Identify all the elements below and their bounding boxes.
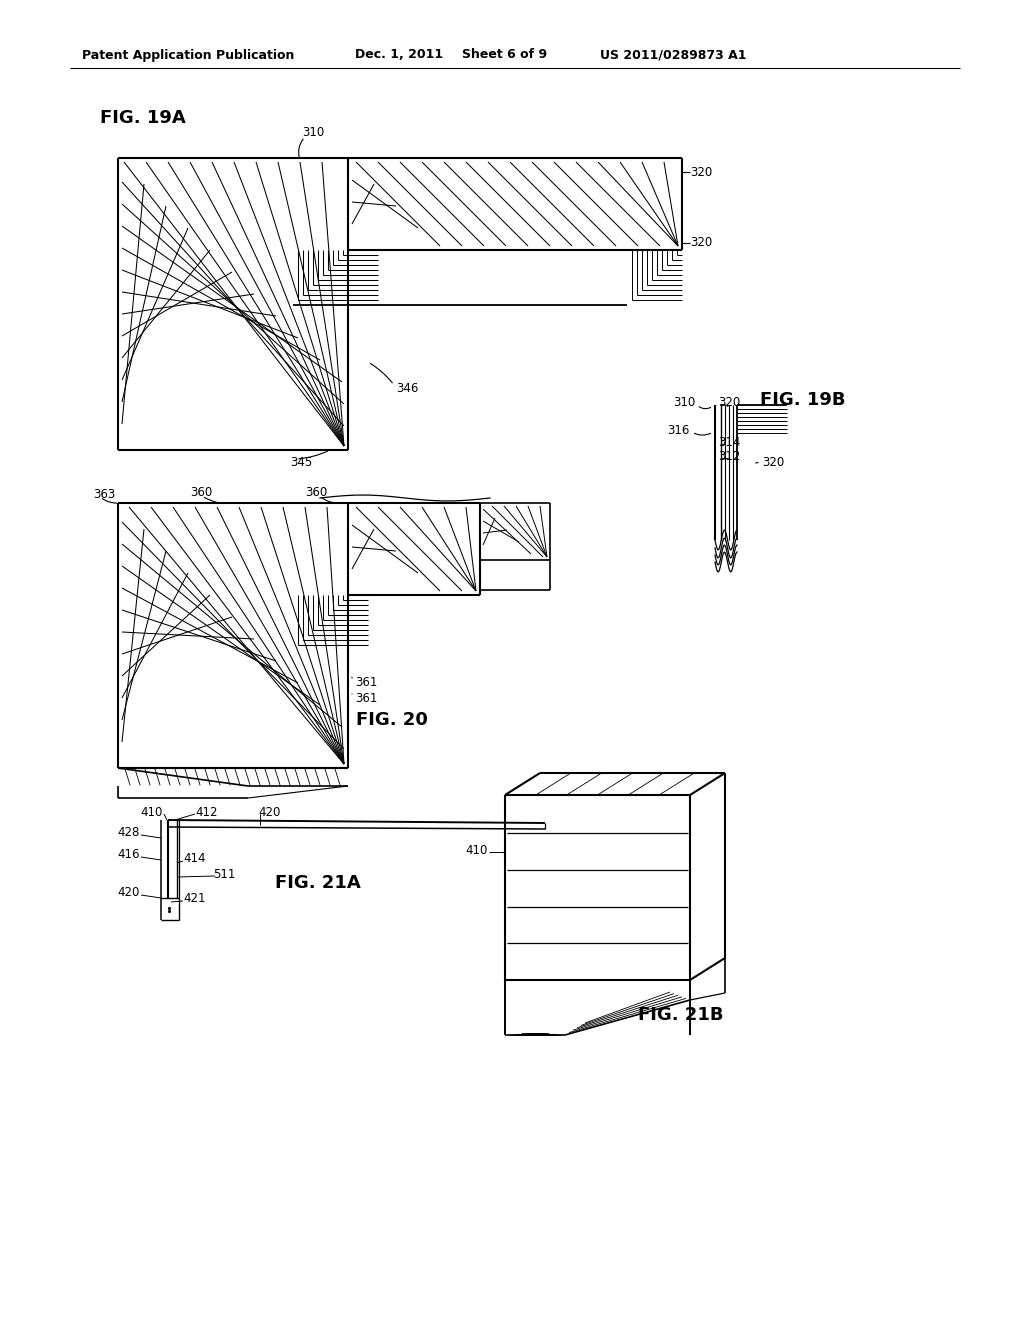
- Text: 420: 420: [118, 887, 140, 899]
- Text: 360: 360: [305, 486, 328, 499]
- Text: 410: 410: [466, 843, 488, 857]
- Text: 428: 428: [118, 826, 140, 840]
- Text: 361: 361: [355, 676, 378, 689]
- Text: 310: 310: [673, 396, 695, 409]
- Text: 363: 363: [93, 487, 116, 500]
- Text: 320: 320: [762, 455, 784, 469]
- Text: FIG. 19A: FIG. 19A: [100, 110, 185, 127]
- Text: Sheet 6 of 9: Sheet 6 of 9: [462, 49, 547, 62]
- Text: FIG. 21B: FIG. 21B: [638, 1006, 724, 1024]
- Text: 412: 412: [195, 805, 217, 818]
- Text: 360: 360: [190, 486, 212, 499]
- Text: 416: 416: [118, 849, 140, 862]
- Text: 310: 310: [302, 127, 325, 140]
- Text: US 2011/0289873 A1: US 2011/0289873 A1: [600, 49, 746, 62]
- Text: 414: 414: [183, 853, 206, 866]
- Text: Dec. 1, 2011: Dec. 1, 2011: [355, 49, 443, 62]
- Text: FIG. 21A: FIG. 21A: [275, 874, 360, 892]
- Text: 361: 361: [355, 692, 378, 705]
- Text: 316: 316: [668, 424, 690, 437]
- Text: FIG. 20: FIG. 20: [356, 711, 428, 729]
- Text: Patent Application Publication: Patent Application Publication: [82, 49, 294, 62]
- Text: 320: 320: [718, 396, 740, 409]
- Text: 420: 420: [258, 805, 281, 818]
- Text: 312: 312: [718, 450, 740, 463]
- Text: 511: 511: [213, 867, 236, 880]
- Text: FIG. 19B: FIG. 19B: [760, 391, 846, 409]
- Text: 410: 410: [140, 805, 163, 818]
- Text: 346: 346: [396, 381, 419, 395]
- Text: 345: 345: [290, 455, 312, 469]
- Text: 320: 320: [690, 165, 713, 178]
- Text: 314: 314: [718, 437, 740, 450]
- Text: 421: 421: [183, 892, 206, 906]
- Text: 320: 320: [690, 236, 713, 249]
